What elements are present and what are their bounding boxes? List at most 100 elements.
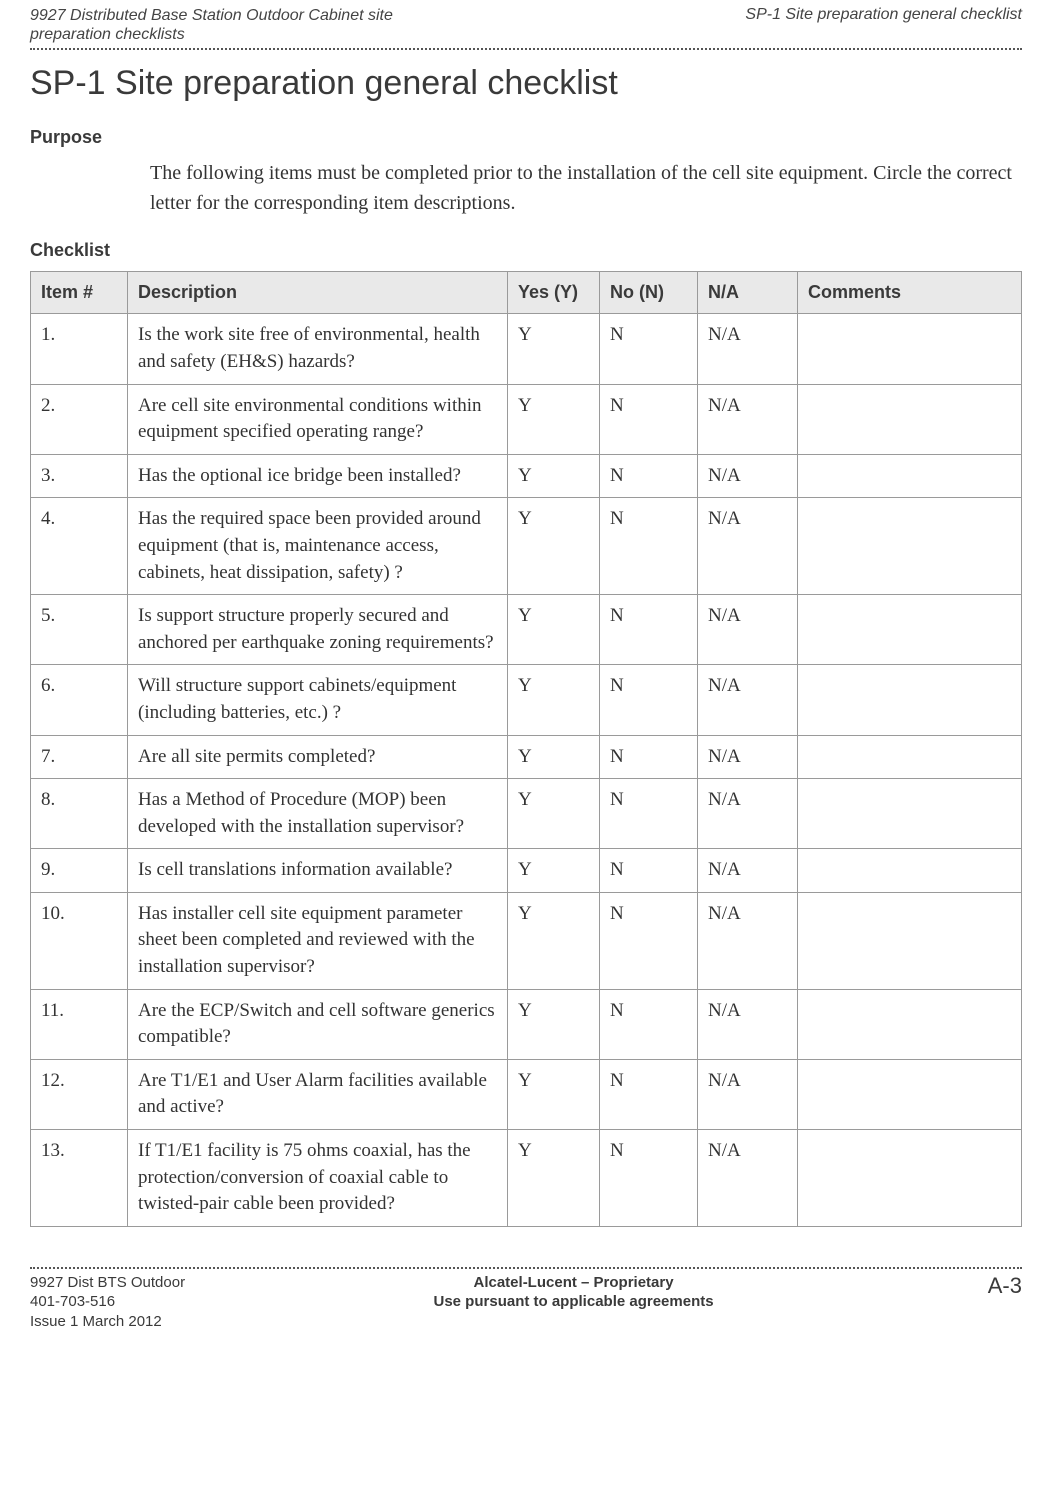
cell-yes[interactable]: Y (508, 849, 600, 893)
cell-no[interactable]: N (600, 779, 698, 849)
footer-center: Alcatel-Lucent – Proprietary Use pursuan… (185, 1273, 962, 1332)
header-left: 9927 Distributed Base Station Outdoor Ca… (30, 6, 393, 44)
col-no: No (N) (600, 272, 698, 314)
cell-no[interactable]: N (600, 454, 698, 498)
header-divider (30, 48, 1022, 50)
cell-comments[interactable] (798, 454, 1022, 498)
table-row: 7.Are all site permits completed?YNN/A (31, 735, 1022, 779)
footer-center-line1: Alcatel-Lucent – Proprietary (474, 1274, 674, 1291)
cell-no[interactable]: N (600, 384, 698, 454)
cell-yes[interactable]: Y (508, 735, 600, 779)
cell-item-number: 1. (31, 314, 128, 384)
cell-comments[interactable] (798, 384, 1022, 454)
cell-item-number: 12. (31, 1059, 128, 1129)
purpose-label: Purpose (30, 127, 1022, 148)
page-title: SP-1 Site preparation general checklist (30, 64, 1022, 103)
cell-description: Is the work site free of environmental, … (128, 314, 508, 384)
cell-comments[interactable] (798, 595, 1022, 665)
cell-item-number: 8. (31, 779, 128, 849)
cell-no[interactable]: N (600, 1059, 698, 1129)
cell-yes[interactable]: Y (508, 595, 600, 665)
cell-description: Has installer cell site equipment parame… (128, 892, 508, 989)
cell-comments[interactable] (798, 498, 1022, 595)
cell-description: Are cell site environmental conditions w… (128, 384, 508, 454)
cell-item-number: 7. (31, 735, 128, 779)
col-na: N/A (698, 272, 798, 314)
cell-na[interactable]: N/A (698, 498, 798, 595)
cell-yes[interactable]: Y (508, 989, 600, 1059)
cell-na[interactable]: N/A (698, 1059, 798, 1129)
cell-na[interactable]: N/A (698, 665, 798, 735)
cell-no[interactable]: N (600, 989, 698, 1059)
table-row: 10.Has installer cell site equipment par… (31, 892, 1022, 989)
table-row: 4.Has the required space been provided a… (31, 498, 1022, 595)
table-row: 8.Has a Method of Procedure (MOP) been d… (31, 779, 1022, 849)
cell-na[interactable]: N/A (698, 849, 798, 893)
cell-item-number: 10. (31, 892, 128, 989)
cell-no[interactable]: N (600, 892, 698, 989)
cell-no[interactable]: N (600, 665, 698, 735)
cell-comments[interactable] (798, 1130, 1022, 1227)
cell-yes[interactable]: Y (508, 314, 600, 384)
cell-comments[interactable] (798, 989, 1022, 1059)
cell-description: Has a Method of Procedure (MOP) been dev… (128, 779, 508, 849)
table-row: 1.Is the work site free of environmental… (31, 314, 1022, 384)
cell-na[interactable]: N/A (698, 779, 798, 849)
cell-na[interactable]: N/A (698, 989, 798, 1059)
cell-item-number: 4. (31, 498, 128, 595)
cell-description: Are T1/E1 and User Alarm facilities avai… (128, 1059, 508, 1129)
cell-comments[interactable] (798, 892, 1022, 989)
col-item: Item # (31, 272, 128, 314)
cell-no[interactable]: N (600, 849, 698, 893)
cell-yes[interactable]: Y (508, 1059, 600, 1129)
col-comments: Comments (798, 272, 1022, 314)
cell-yes[interactable]: Y (508, 384, 600, 454)
footer-left-line3: Issue 1 March 2012 (30, 1313, 162, 1330)
cell-na[interactable]: N/A (698, 735, 798, 779)
header-left-line1: 9927 Distributed Base Station Outdoor Ca… (30, 7, 393, 24)
cell-description: If T1/E1 facility is 75 ohms coaxial, ha… (128, 1130, 508, 1227)
cell-na[interactable]: N/A (698, 892, 798, 989)
cell-yes[interactable]: Y (508, 498, 600, 595)
table-row: 9.Is cell translations information avail… (31, 849, 1022, 893)
cell-na[interactable]: N/A (698, 454, 798, 498)
cell-na[interactable]: N/A (698, 314, 798, 384)
cell-na[interactable]: N/A (698, 1130, 798, 1227)
table-row: 11.Are the ECP/Switch and cell software … (31, 989, 1022, 1059)
checklist-label: Checklist (30, 240, 1022, 261)
cell-no[interactable]: N (600, 498, 698, 595)
cell-na[interactable]: N/A (698, 384, 798, 454)
cell-item-number: 6. (31, 665, 128, 735)
cell-comments[interactable] (798, 849, 1022, 893)
cell-yes[interactable]: Y (508, 665, 600, 735)
cell-comments[interactable] (798, 665, 1022, 735)
cell-yes[interactable]: Y (508, 892, 600, 989)
purpose-text: The following items must be completed pr… (150, 158, 1022, 218)
cell-description: Is cell translations information availab… (128, 849, 508, 893)
cell-description: Will structure support cabinets/equipmen… (128, 665, 508, 735)
cell-na[interactable]: N/A (698, 595, 798, 665)
cell-yes[interactable]: Y (508, 779, 600, 849)
table-row: 3.Has the optional ice bridge been insta… (31, 454, 1022, 498)
table-row: 6.Will structure support cabinets/equipm… (31, 665, 1022, 735)
header-left-line2: preparation checklists (30, 26, 185, 43)
table-row: 2.Are cell site environmental conditions… (31, 384, 1022, 454)
cell-no[interactable]: N (600, 595, 698, 665)
cell-comments[interactable] (798, 779, 1022, 849)
cell-description: Has the required space been provided aro… (128, 498, 508, 595)
footer-page-number: A-3 (962, 1273, 1022, 1332)
cell-comments[interactable] (798, 735, 1022, 779)
cell-no[interactable]: N (600, 1130, 698, 1227)
cell-yes[interactable]: Y (508, 1130, 600, 1227)
cell-comments[interactable] (798, 1059, 1022, 1129)
table-row: 13.If T1/E1 facility is 75 ohms coaxial,… (31, 1130, 1022, 1227)
col-desc: Description (128, 272, 508, 314)
cell-description: Is support structure properly secured an… (128, 595, 508, 665)
cell-no[interactable]: N (600, 735, 698, 779)
cell-yes[interactable]: Y (508, 454, 600, 498)
table-row: 12.Are T1/E1 and User Alarm facilities a… (31, 1059, 1022, 1129)
cell-comments[interactable] (798, 314, 1022, 384)
footer-divider (30, 1267, 1022, 1269)
cell-no[interactable]: N (600, 314, 698, 384)
header-right: SP-1 Site preparation general checklist (745, 6, 1022, 44)
